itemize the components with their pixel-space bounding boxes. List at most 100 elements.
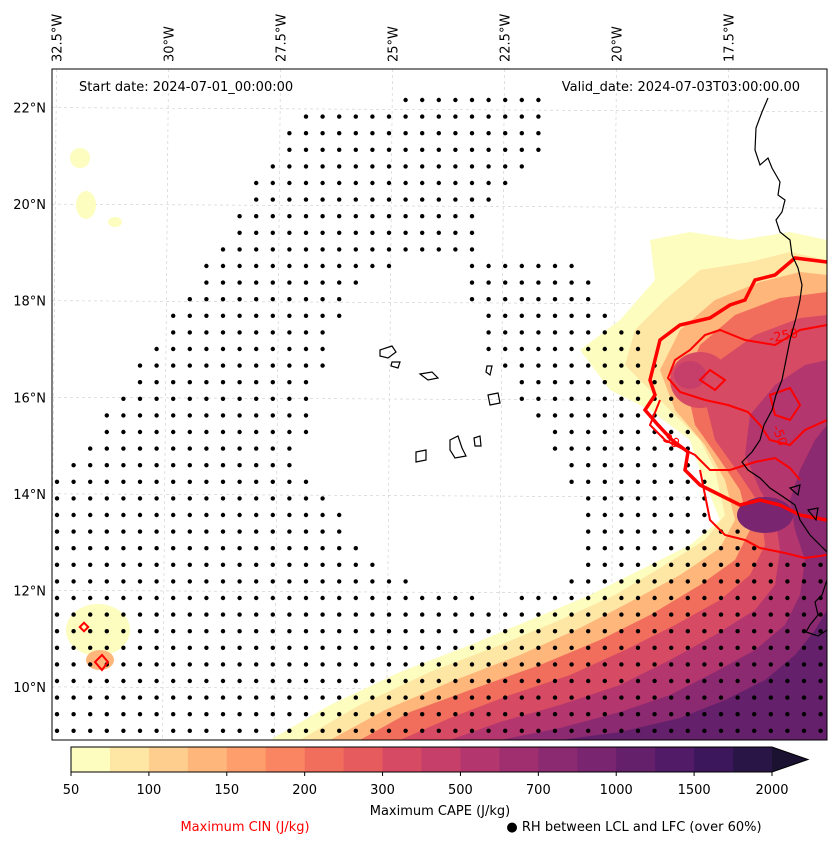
rh-dot bbox=[287, 396, 292, 401]
rh-dot bbox=[171, 446, 176, 451]
rh-dot bbox=[270, 712, 275, 717]
rh-dot bbox=[685, 728, 690, 733]
rh-dot bbox=[187, 512, 192, 518]
rh-dot bbox=[187, 313, 192, 318]
rh-dot bbox=[220, 346, 226, 352]
rh-dot bbox=[486, 114, 491, 119]
rh-dot bbox=[752, 595, 757, 601]
rh-dot bbox=[303, 479, 309, 484]
rh-dot bbox=[685, 546, 690, 551]
rh-dot bbox=[519, 712, 524, 717]
rh-dot bbox=[685, 479, 690, 484]
rh-dot bbox=[187, 413, 192, 418]
rh-dot bbox=[602, 546, 607, 551]
rh-dot bbox=[337, 313, 342, 318]
rh-dot bbox=[652, 512, 657, 518]
rh-dot bbox=[353, 247, 358, 252]
rh-dot bbox=[71, 662, 76, 667]
rh-dot bbox=[602, 612, 607, 617]
colorbar-tick-label: 300 bbox=[370, 783, 395, 798]
lon-tick-label: 22.5°W bbox=[498, 14, 513, 62]
rh-dot bbox=[237, 280, 242, 285]
rh-dot bbox=[220, 463, 226, 468]
rh-dot bbox=[469, 97, 475, 103]
rh-dot bbox=[204, 280, 209, 285]
rh-dot bbox=[552, 678, 558, 684]
rh-dot bbox=[486, 678, 491, 684]
rh-dot bbox=[702, 579, 707, 584]
rh-dot bbox=[104, 678, 110, 684]
rh-dot bbox=[204, 496, 209, 501]
colorbar-tick-label: 200 bbox=[292, 783, 317, 798]
rh-dot bbox=[337, 612, 342, 617]
rh-dot bbox=[469, 612, 475, 617]
rh-dot bbox=[204, 546, 209, 551]
rh-dot bbox=[237, 214, 242, 219]
rh-dot bbox=[353, 728, 358, 733]
cape-colorbar-ticks: 50 100 150 200 300 500 700 1000 1500 2000 bbox=[63, 772, 789, 798]
rh-dot bbox=[652, 728, 657, 733]
coastlines bbox=[379, 97, 827, 637]
rh-dot bbox=[519, 728, 524, 733]
rh-dot bbox=[519, 97, 524, 103]
rh-dot bbox=[287, 695, 292, 700]
rh-dot bbox=[137, 562, 143, 567]
rh-dot bbox=[420, 131, 425, 136]
rh-dot bbox=[254, 662, 259, 667]
rh-dot bbox=[552, 280, 558, 285]
rh-dot bbox=[71, 712, 76, 717]
rh-dot bbox=[403, 197, 408, 202]
rh-dot bbox=[586, 512, 591, 518]
rh-dot bbox=[220, 562, 226, 567]
rh-dot bbox=[337, 147, 342, 152]
rh-dot bbox=[303, 164, 309, 169]
rh-dot bbox=[619, 529, 624, 534]
rh-dot bbox=[204, 645, 209, 650]
rh-dot bbox=[71, 612, 76, 617]
rh-dot bbox=[602, 463, 607, 468]
cin-contour-west bbox=[78, 621, 90, 633]
rh-dot bbox=[337, 579, 342, 584]
rh-dot bbox=[137, 612, 143, 617]
rh-dot bbox=[121, 396, 126, 401]
rh-dot bbox=[303, 396, 309, 401]
rh-dot bbox=[88, 612, 93, 617]
rh-dot bbox=[254, 496, 259, 501]
rh-dot bbox=[121, 512, 126, 518]
rh-dot bbox=[320, 678, 325, 684]
rh-dot bbox=[54, 529, 60, 534]
rh-dot bbox=[436, 214, 441, 219]
rh-dot bbox=[54, 595, 60, 601]
rh-dot bbox=[669, 479, 674, 484]
rh-dot bbox=[237, 579, 242, 584]
rh-dot bbox=[718, 562, 724, 567]
rh-dot bbox=[752, 662, 757, 667]
rh-dot bbox=[403, 695, 408, 700]
rh-dot bbox=[303, 562, 309, 567]
cape-patch bbox=[66, 604, 130, 656]
rh-dot bbox=[552, 712, 558, 717]
rh-dot bbox=[569, 595, 574, 601]
rh-dot bbox=[420, 180, 425, 186]
rh-dot bbox=[353, 579, 358, 584]
rh-dot bbox=[386, 629, 392, 634]
rh-dot bbox=[270, 164, 275, 169]
rh-dot bbox=[320, 330, 325, 335]
rh-dot bbox=[801, 562, 807, 567]
rh-dot bbox=[287, 529, 292, 534]
rh-dot bbox=[270, 396, 275, 401]
rh-dot bbox=[154, 595, 159, 601]
rh-dot bbox=[569, 429, 574, 435]
rh-dot bbox=[320, 695, 325, 700]
rh-dot bbox=[386, 263, 392, 269]
rh-dot bbox=[187, 662, 192, 667]
rh-dot bbox=[569, 463, 574, 468]
rh-dot bbox=[569, 479, 574, 484]
rh-dot bbox=[204, 562, 209, 567]
rh-dot bbox=[519, 629, 524, 634]
rh-dot bbox=[270, 529, 275, 534]
rh-dot bbox=[137, 413, 143, 418]
colorbar-tick-label: 150 bbox=[214, 783, 239, 798]
rh-dot bbox=[469, 662, 475, 667]
rh-dot bbox=[536, 595, 541, 601]
